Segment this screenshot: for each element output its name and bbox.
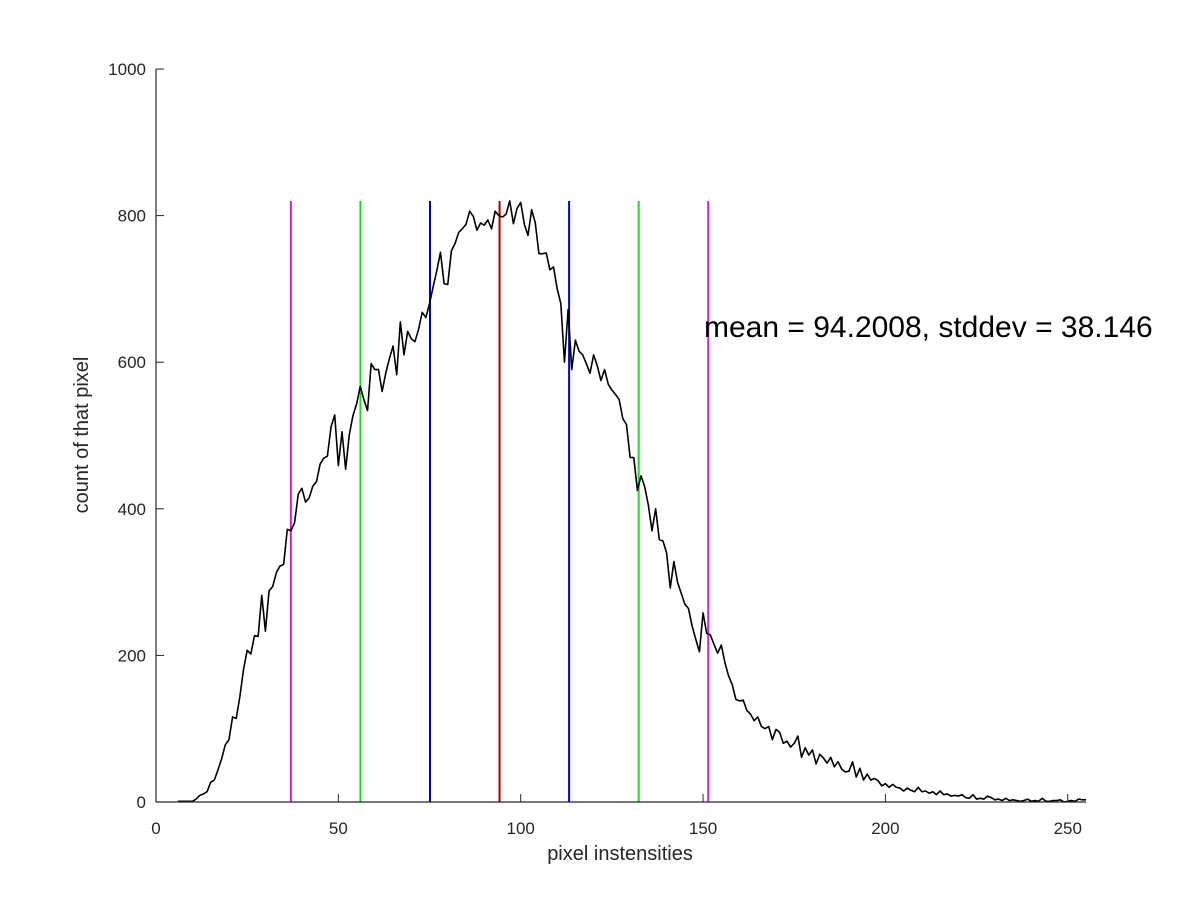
y-tick-label-800: 800 (118, 207, 146, 226)
x-tick-label-150: 150 (689, 819, 717, 838)
y-tick-label-200: 200 (118, 646, 146, 665)
x-axis-label: pixel instensities (547, 843, 693, 865)
x-tick-label-250: 250 (1054, 819, 1082, 838)
x-tick-label-50: 50 (329, 819, 348, 838)
series-group (177, 200, 1086, 803)
y-tick-label-400: 400 (118, 500, 146, 519)
stddev-markers (289, 200, 710, 802)
x-tick-label-0: 0 (151, 819, 160, 838)
y-axis-label: count of that pixel (71, 357, 93, 514)
series-line-0 (177, 200, 1086, 803)
x-tick-label-100: 100 (507, 819, 535, 838)
y-tick-label-600: 600 (118, 353, 146, 372)
stats-annotation: mean = 94.2008, stddev = 38.146 (704, 311, 1153, 344)
y-tick-label-1000: 1000 (108, 60, 146, 79)
axes: 0 50 100 150 200 250 0 200 400 600 800 1000 (108, 60, 1086, 838)
x-tick-label-200: 200 (871, 819, 899, 838)
y-tick-label-0: 0 (137, 793, 146, 812)
